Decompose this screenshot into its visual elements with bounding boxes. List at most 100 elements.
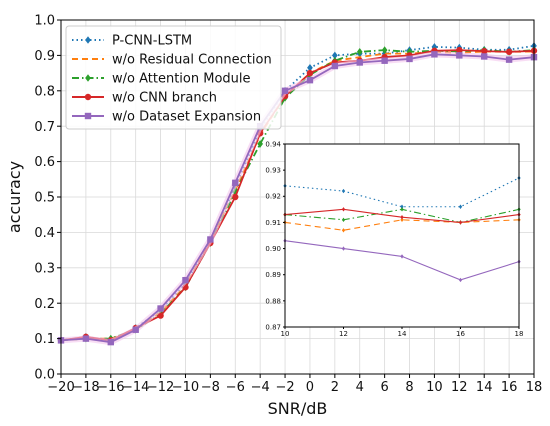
data-point bbox=[481, 47, 488, 55]
y-tick-label: 0.94 bbox=[265, 140, 281, 148]
x-tick-label: −8 bbox=[201, 380, 220, 395]
data-point bbox=[505, 48, 513, 56]
x-tick-label: 18 bbox=[515, 330, 524, 338]
y-tick-label: 0.92 bbox=[265, 193, 281, 201]
y-tick-label: 0.87 bbox=[265, 323, 281, 331]
legend-label: w/o Residual Connection bbox=[112, 53, 272, 68]
x-tick-label: −16 bbox=[97, 380, 124, 395]
x-tick-label: 10 bbox=[281, 330, 290, 338]
series-line bbox=[60, 53, 535, 344]
data-point bbox=[207, 236, 214, 243]
data-point bbox=[381, 46, 388, 54]
data-point bbox=[84, 93, 92, 101]
inset-plot-area bbox=[285, 144, 519, 327]
data-point bbox=[356, 59, 363, 66]
x-tick-label: 16 bbox=[456, 330, 465, 338]
data-point bbox=[341, 217, 346, 223]
data-point bbox=[232, 179, 239, 187]
x-tick-label: 10 bbox=[426, 380, 443, 395]
legend-label: w/o Dataset Expansion bbox=[112, 110, 261, 125]
data-point bbox=[232, 193, 239, 201]
x-tick-label: −18 bbox=[72, 380, 99, 395]
y-tick-label: 0.5 bbox=[34, 191, 55, 206]
x-tick-label: 14 bbox=[476, 380, 493, 395]
x-tick-label: 16 bbox=[501, 380, 518, 395]
legend-label: w/o Attention Module bbox=[112, 72, 251, 87]
y-axis-label: accuracy bbox=[5, 161, 24, 233]
x-tick-label: 18 bbox=[526, 380, 543, 395]
data-point bbox=[84, 112, 92, 120]
data-point bbox=[331, 62, 339, 70]
data-point bbox=[458, 277, 463, 283]
data-point bbox=[307, 63, 313, 72]
y-tick-label: 0.3 bbox=[34, 261, 55, 276]
data-point bbox=[132, 326, 139, 333]
data-point bbox=[400, 217, 404, 223]
x-tick-label: −20 bbox=[47, 380, 74, 395]
x-axis-label: SNR/dB bbox=[268, 399, 328, 418]
x-tick-label: 2 bbox=[331, 380, 339, 395]
x-tick-label: 12 bbox=[451, 380, 468, 395]
data-point bbox=[85, 74, 91, 82]
data-point bbox=[381, 57, 388, 64]
data-point bbox=[281, 87, 289, 94]
x-tick-label: 14 bbox=[398, 330, 407, 338]
inset-ticks: 10 12 14 16 18 0.87 0.88 0.89 0.90 0.91 0.92 0.93 0.… bbox=[265, 140, 523, 338]
x-tick-label: 0 bbox=[306, 380, 314, 395]
data-point bbox=[406, 48, 413, 56]
data-point bbox=[356, 48, 363, 56]
data-point bbox=[82, 335, 90, 342]
data-point bbox=[306, 76, 314, 84]
y-tick-label: 0.93 bbox=[265, 167, 281, 175]
data-point bbox=[406, 55, 413, 63]
y-tick-label: 0.6 bbox=[34, 155, 55, 170]
data-point bbox=[481, 53, 488, 60]
x-tick-label: −14 bbox=[122, 380, 149, 395]
data-point bbox=[257, 140, 264, 148]
data-point bbox=[85, 36, 91, 44]
data-point bbox=[341, 246, 346, 251]
x-tick-label: 6 bbox=[380, 380, 388, 395]
legend-label: w/o CNN branch bbox=[112, 91, 217, 106]
data-point bbox=[431, 51, 438, 58]
main-series bbox=[57, 51, 538, 346]
y-tick-label: 0.1 bbox=[34, 332, 55, 347]
data-point bbox=[341, 228, 346, 233]
data-point bbox=[331, 51, 338, 60]
x-tick-label: −6 bbox=[226, 380, 245, 395]
x-tick-label: −2 bbox=[275, 380, 294, 395]
data-point bbox=[400, 254, 404, 259]
series-line bbox=[60, 44, 535, 342]
data-point bbox=[157, 312, 164, 319]
y-tick-label: 0.89 bbox=[265, 271, 281, 279]
y-tick-label: 0.2 bbox=[34, 297, 55, 312]
y-tick-label: 0.91 bbox=[265, 219, 281, 227]
data-point bbox=[458, 220, 463, 225]
y-tick-label: 0.90 bbox=[265, 245, 281, 253]
data-point bbox=[306, 69, 314, 77]
data-point bbox=[341, 188, 346, 194]
y-tick-label: 0.7 bbox=[34, 120, 55, 135]
x-tick-label: 12 bbox=[339, 330, 348, 338]
legend: P-CNN-LSTM w/o Residual Connection w/o Att… bbox=[65, 25, 282, 130]
y-tick-label: 0.4 bbox=[34, 226, 55, 241]
data-point bbox=[458, 204, 463, 209]
y-tick-label: 0.8 bbox=[34, 84, 55, 99]
x-tick-label: 8 bbox=[405, 380, 413, 395]
x-tick-label: −10 bbox=[172, 380, 199, 395]
y-tick-label: 1.0 bbox=[34, 14, 55, 29]
legend-label: P-CNN-LSTM bbox=[112, 34, 192, 49]
x-tick-label: 4 bbox=[356, 380, 364, 395]
data-point bbox=[456, 46, 463, 54]
y-tick-label: 0.88 bbox=[265, 297, 281, 305]
y-tick-label: 0.0 bbox=[34, 368, 55, 383]
data-point bbox=[157, 305, 164, 312]
data-point bbox=[456, 52, 463, 59]
data-point bbox=[431, 43, 438, 51]
inset-plot: 10 12 14 16 18 0.87 0.88 0.89 0.90 0.91 0.92 0.93 0.… bbox=[265, 140, 523, 338]
data-point bbox=[341, 207, 346, 212]
data-point bbox=[182, 276, 189, 284]
x-tick-label: −4 bbox=[251, 380, 270, 395]
x-tick-label: −12 bbox=[147, 380, 174, 395]
